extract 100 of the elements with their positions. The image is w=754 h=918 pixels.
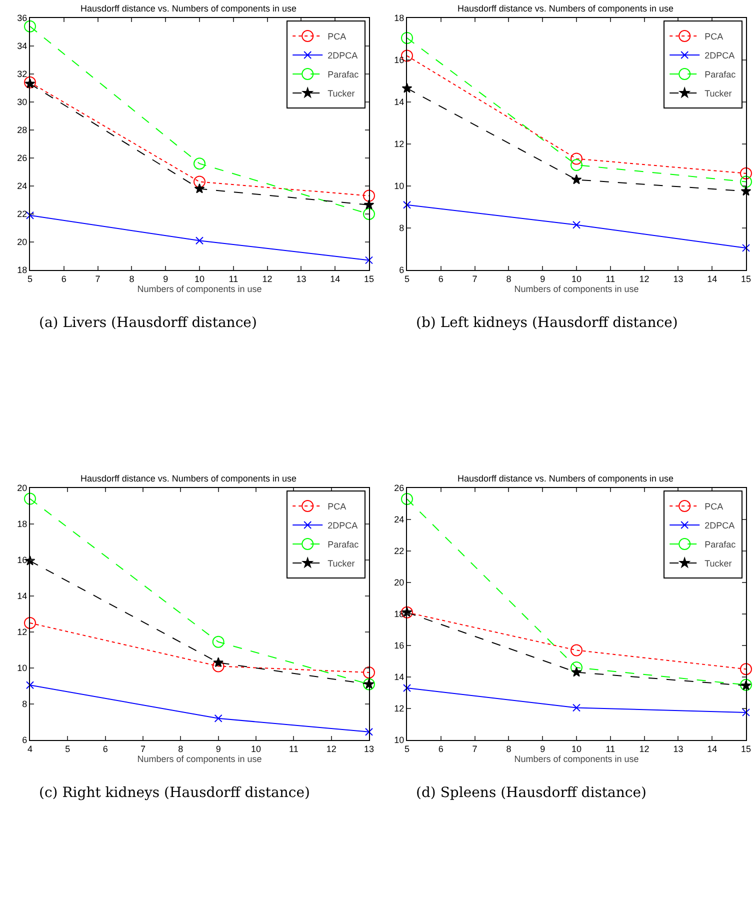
point [570, 159, 582, 171]
y-tick-label: 26 [17, 153, 28, 164]
x-tick-label: 9 [540, 274, 546, 284]
point [363, 208, 375, 220]
chart-title: Hausdorff distance vs. Numbers of components in use [80, 3, 296, 14]
x-tick-label: 9 [163, 274, 168, 284]
legend-label: 2DPCA [328, 520, 358, 531]
legend-label: Parafac [328, 540, 360, 550]
chart-title: Hausdorff distance vs. Numbers of components in use [458, 473, 674, 484]
y-tick-label: 10 [17, 663, 28, 674]
x-tick-label: 14 [707, 274, 718, 284]
point [194, 176, 206, 188]
x-axis-title: Numbers of components in use [137, 284, 262, 294]
x-tick-label: 7 [472, 744, 478, 754]
y-tick-label: 14 [17, 591, 28, 602]
point [740, 663, 752, 676]
y-tick-label: 22 [394, 546, 404, 556]
legend-label: Parafac [704, 540, 736, 550]
y-tick-label: 10 [394, 735, 404, 746]
x-tick-label: 11 [289, 744, 298, 754]
point [740, 167, 752, 180]
point [212, 636, 224, 648]
point [363, 666, 375, 678]
y-tick-label: 26 [394, 483, 404, 494]
legend-label: Tucker [328, 88, 355, 99]
point [570, 662, 582, 674]
point [212, 660, 224, 672]
y-tick-label: 20 [17, 237, 28, 248]
point [572, 704, 580, 712]
x-tick-label: 5 [65, 744, 70, 754]
x-axis-title: Numbers of components in use [514, 754, 639, 764]
point [570, 152, 582, 165]
point [403, 200, 411, 209]
legend-label: PCA [704, 502, 724, 512]
point [572, 220, 580, 229]
point [401, 32, 413, 44]
y-tick-label: 10 [394, 181, 404, 192]
x-axis-title: Numbers of components in use [514, 284, 639, 294]
legend-label: PCA [328, 502, 346, 512]
x-tick-label: 15 [740, 744, 752, 754]
x-tick-label: 5 [27, 274, 33, 284]
y-tick-label: 8 [399, 223, 404, 234]
point [365, 728, 373, 736]
chart-title: Hausdorff distance vs. Numbers of components in use [458, 3, 674, 14]
x-tick-label: 15 [740, 274, 752, 284]
point [196, 236, 204, 245]
point [403, 684, 411, 692]
point [194, 158, 206, 170]
y-tick-label: 14 [394, 672, 404, 682]
legend-label: PCA [704, 32, 724, 42]
legend-label: PCA [328, 32, 346, 42]
x-tick-label: 14 [330, 274, 340, 284]
x-tick-label: 13 [364, 744, 374, 754]
point [401, 493, 413, 506]
y-tick-label: 18 [17, 265, 28, 276]
point [571, 174, 582, 184]
point [570, 644, 582, 656]
legend-label: 2DPCA [704, 50, 735, 61]
y-tick-label: 16 [394, 55, 404, 66]
x-tick-label: 13 [673, 744, 684, 754]
point [740, 176, 752, 188]
x-tick-label: 6 [438, 744, 444, 754]
x-tick-label: 12 [262, 274, 272, 284]
legend-label: 2DPCA [328, 50, 358, 61]
x-tick-label: 11 [228, 274, 238, 284]
legend-label: Tucker [328, 558, 355, 569]
y-tick-label: 28 [17, 125, 28, 136]
y-tick-label: 18 [394, 13, 404, 24]
legend-label: Tucker [704, 558, 732, 569]
x-tick-label: 9 [540, 744, 546, 754]
y-tick-label: 12 [17, 627, 28, 638]
y-tick-label: 36 [17, 13, 28, 24]
y-tick-label: 6 [399, 265, 404, 276]
y-tick-label: 12 [394, 704, 404, 714]
x-tick-label: 5 [404, 744, 410, 754]
x-tick-label: 8 [506, 744, 512, 754]
chart-title: Hausdorff distance vs. Numbers of components in use [80, 473, 296, 484]
y-tick-label: 32 [17, 69, 28, 80]
y-tick-label: 24 [394, 514, 404, 525]
x-tick-label: 13 [673, 274, 684, 284]
y-tick-label: 16 [394, 640, 404, 651]
x-tick-label: 11 [606, 274, 616, 284]
x-tick-label: 14 [707, 744, 718, 754]
point [365, 256, 373, 264]
x-tick-label: 6 [61, 274, 66, 284]
text: (b) Left kidneys (Hausdorff distance) [416, 315, 678, 331]
y-tick-label: 24 [17, 181, 28, 192]
x-tick-label: 7 [95, 274, 100, 284]
x-tick-label: 7 [140, 744, 146, 754]
y-tick-label: 20 [17, 483, 28, 494]
x-tick-label: 15 [364, 274, 374, 284]
y-tick-label: 34 [17, 41, 28, 52]
x-tick-label: 10 [571, 744, 582, 754]
x-tick-label: 10 [571, 274, 582, 284]
point [26, 681, 34, 690]
x-tick-label: 13 [296, 274, 306, 284]
y-tick-label: 22 [17, 209, 28, 220]
point [26, 211, 34, 220]
x-tick-label: 6 [102, 744, 108, 754]
point [363, 190, 375, 202]
